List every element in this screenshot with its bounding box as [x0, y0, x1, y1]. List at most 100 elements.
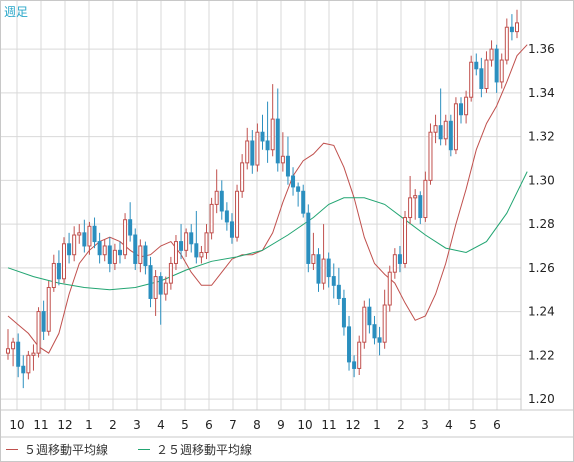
candle-down [438, 125, 443, 140]
candle-up [123, 219, 128, 256]
candle-up [245, 140, 250, 164]
candle-up [163, 282, 168, 295]
x-tick-label: 6 [493, 418, 501, 432]
legend-item-ma5: ５週移動平均線 [6, 441, 108, 458]
x-tick-label: 4 [445, 418, 453, 432]
candle-down [291, 175, 296, 188]
candle-down [250, 140, 255, 166]
candle-up [428, 131, 433, 181]
candle-down [316, 254, 321, 284]
candle-up [102, 245, 107, 256]
candle-up [433, 125, 438, 133]
candle-down [448, 120, 453, 151]
candle-down [16, 341, 21, 367]
candle-down [326, 258, 331, 278]
candle-up [423, 179, 428, 219]
y-tick-label: 1.20 [528, 392, 555, 406]
legend-item-ma25: ２５週移動平均線 [138, 441, 252, 458]
candle-down [418, 195, 423, 219]
y-tick-label: 1.32 [528, 130, 555, 144]
candle-down [128, 219, 133, 236]
candle-down [194, 243, 199, 258]
candle-up [36, 311, 41, 354]
candle-up [362, 306, 367, 343]
candle-up [26, 354, 31, 374]
x-tick-label: 8 [253, 418, 261, 432]
candle-down [107, 245, 112, 264]
candle-down [189, 232, 194, 245]
candle-up [443, 120, 448, 140]
candle-up [392, 254, 397, 273]
x-tick-label: 4 [157, 418, 165, 432]
candle-down [296, 186, 301, 192]
candle-up [173, 241, 178, 264]
candle-up [51, 262, 56, 289]
x-tick-label: 5 [181, 418, 189, 432]
x-tick-label: 6 [205, 418, 213, 432]
candle-down [377, 337, 382, 343]
candle-up [453, 103, 458, 151]
candle-up [184, 232, 189, 251]
candle-up [168, 262, 173, 284]
candle-up [403, 217, 408, 264]
x-tick-label: 12 [57, 418, 72, 432]
candle-down [117, 249, 122, 256]
y-tick-label: 1.22 [528, 348, 555, 362]
legend-label-ma5: ５週移動平均線 [24, 443, 109, 457]
x-tick-label: 2 [397, 418, 405, 432]
x-tick-label: 12 [345, 418, 360, 432]
candle-down [265, 140, 270, 151]
candle-up [270, 118, 275, 151]
candle-down [41, 311, 46, 332]
candle-up [11, 341, 16, 350]
candle-down [509, 26, 514, 33]
x-tick-label: 1 [373, 418, 381, 432]
candle-up [255, 131, 260, 166]
x-tick-label: 3 [421, 418, 429, 432]
candle-down [143, 245, 148, 267]
candle-up [489, 48, 494, 61]
candle-up [408, 197, 413, 219]
ma25-line [7, 171, 528, 291]
candle-down [148, 265, 153, 299]
candle-up [464, 96, 469, 116]
candle-up [112, 249, 117, 264]
y-tick-label: 1.28 [528, 217, 555, 231]
candle-down [82, 232, 87, 247]
candle-down [67, 243, 72, 256]
x-tick-label: 7 [229, 418, 237, 432]
candle-up [61, 243, 66, 280]
candle-up [6, 348, 10, 354]
candle-up [311, 254, 316, 264]
candle-down [306, 212, 311, 264]
x-tick-label: 11 [33, 418, 48, 432]
candle-up [204, 232, 209, 254]
candle-down [285, 155, 290, 177]
candle-down [372, 324, 377, 339]
candle-up [413, 195, 418, 199]
candle-up [72, 234, 77, 256]
candle-up [280, 155, 285, 164]
candle-up [46, 287, 51, 332]
candle-down [97, 241, 102, 256]
candle-down [275, 118, 280, 164]
x-tick-label: 9 [277, 418, 285, 432]
candle-down [397, 254, 402, 264]
x-tick-label: 10 [297, 418, 312, 432]
candle-down [367, 306, 372, 326]
candle-down [479, 68, 484, 89]
legend-swatch-ma25 [138, 449, 151, 450]
candle-down [341, 297, 346, 328]
candle-up [504, 26, 509, 61]
candle-down [352, 361, 357, 369]
candle-up [87, 225, 92, 247]
candle-down [219, 190, 224, 212]
candle-down [494, 48, 499, 83]
candle-down [347, 326, 352, 363]
candle-up [484, 59, 489, 89]
candle-up [214, 190, 219, 205]
candle-down [158, 276, 163, 295]
x-tick-label: 5 [469, 418, 477, 432]
candle-down [21, 365, 26, 374]
